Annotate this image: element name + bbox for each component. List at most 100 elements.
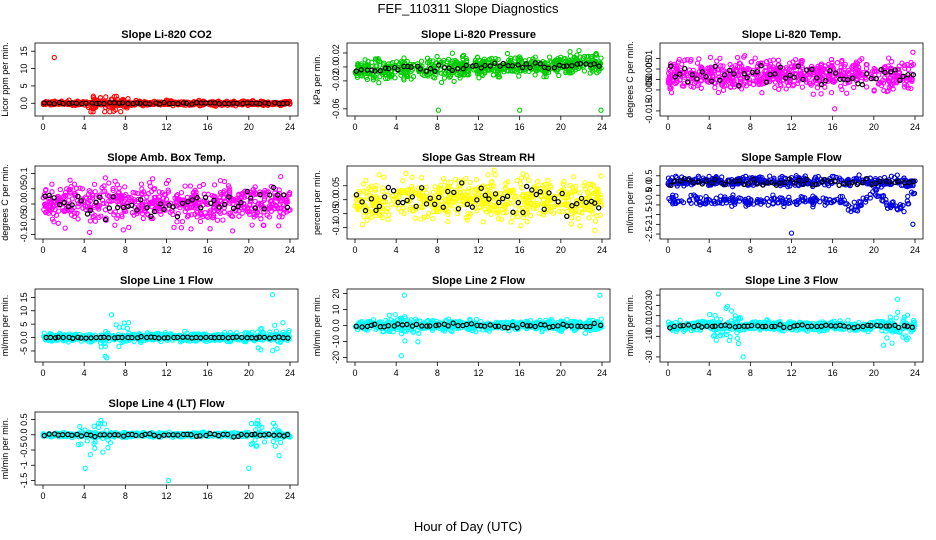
cycle-point — [373, 182, 379, 189]
cycle-point — [876, 80, 882, 86]
cycle-point — [211, 182, 218, 188]
cycle-point — [492, 203, 498, 209]
final-point — [731, 71, 737, 77]
cycle-point — [420, 204, 426, 210]
x-tick-label: 4 — [707, 245, 712, 255]
cycle-point — [363, 177, 369, 184]
cycle-point — [197, 183, 203, 190]
cycle-point — [544, 200, 550, 206]
cycle-point — [508, 219, 514, 225]
cycle-point — [524, 219, 530, 225]
cycle-point — [582, 204, 589, 210]
final-point — [703, 74, 709, 80]
cycle-point — [444, 185, 451, 191]
y-axis-label: kPa per min. — [312, 54, 322, 105]
y-axis-label: ml/min per min. — [312, 295, 322, 357]
cycle-point — [388, 201, 395, 207]
final-point — [226, 194, 232, 200]
final-point — [864, 71, 870, 77]
panel-title: Slope Li-820 Temp. — [742, 29, 841, 41]
final-point — [238, 199, 244, 206]
x-tick-label: 24 — [285, 245, 295, 255]
x-tick-label: 24 — [285, 122, 295, 132]
cycle-point — [473, 176, 480, 183]
cycle-point — [401, 77, 407, 83]
final-point — [114, 204, 121, 211]
cycle-point — [495, 56, 501, 63]
final-point — [569, 62, 575, 69]
data-points — [41, 292, 293, 361]
cycle-point — [849, 64, 855, 71]
final-point — [449, 67, 455, 74]
x-tick-label: 12 — [786, 122, 796, 132]
cycle-point — [175, 210, 181, 217]
cycle-point — [568, 221, 574, 227]
final-point — [270, 184, 277, 191]
cycle-point — [284, 196, 290, 203]
cycle-point — [89, 195, 96, 201]
cycle-point — [187, 205, 193, 211]
cycle-point — [561, 178, 567, 185]
cycle-point — [53, 201, 60, 208]
cycle-point — [504, 50, 511, 57]
x-tick-label: 4 — [707, 122, 712, 132]
cycle-point — [556, 194, 562, 200]
cycle-point — [358, 69, 364, 76]
cycle-point — [62, 225, 68, 231]
y-tick-label: -0.5 — [644, 187, 654, 203]
cycle-point — [451, 78, 457, 85]
cycle-point — [375, 56, 381, 62]
cycle-point — [446, 202, 452, 208]
cycle-point — [165, 189, 172, 195]
cycle-point — [385, 216, 391, 223]
cycle-point — [158, 211, 164, 217]
cycle-point — [53, 212, 60, 218]
final-point — [73, 100, 80, 107]
final-point — [69, 202, 75, 208]
final-point — [827, 68, 833, 74]
final-point — [772, 71, 778, 77]
cycle-point — [516, 73, 522, 79]
cycle-point — [719, 82, 725, 88]
cycle-point — [415, 185, 422, 191]
final-point — [211, 197, 217, 204]
final-point — [110, 193, 116, 200]
final-point — [151, 208, 158, 215]
final-point — [174, 213, 181, 220]
cycle-point — [498, 216, 505, 222]
cycle-point — [698, 85, 704, 91]
cycle-point — [277, 209, 283, 215]
final-point — [216, 100, 222, 107]
final-point — [51, 195, 57, 201]
figure-x-axis-label: Hour of Day (UTC) — [414, 519, 522, 534]
cycle-point — [491, 167, 497, 173]
cycle-point — [124, 325, 131, 332]
cycle-point — [758, 60, 764, 66]
final-point — [230, 205, 237, 211]
cycle-point — [518, 223, 524, 229]
cycle-point — [104, 192, 111, 198]
cycle-point — [519, 185, 525, 191]
cycle-point — [185, 205, 191, 211]
cycle-point — [486, 206, 492, 213]
y-tick-label: 0.05 — [19, 180, 29, 198]
data-points — [665, 172, 918, 236]
cycle-point — [239, 210, 245, 216]
final-point — [83, 100, 89, 106]
cycle-point — [276, 214, 282, 220]
cycle-point — [474, 54, 481, 60]
final-point — [882, 69, 888, 76]
cycle-point — [276, 187, 282, 193]
final-point — [689, 71, 696, 78]
cycle-point — [421, 72, 427, 79]
cycle-point — [144, 198, 150, 205]
final-point — [93, 100, 100, 107]
cycle-point — [90, 109, 96, 115]
final-point — [859, 81, 866, 88]
final-point — [281, 192, 287, 198]
cycle-point — [546, 54, 553, 60]
cycle-point — [480, 59, 486, 65]
cycle-point — [770, 57, 777, 63]
cycle-point — [834, 60, 841, 66]
cycle-point — [387, 73, 393, 80]
